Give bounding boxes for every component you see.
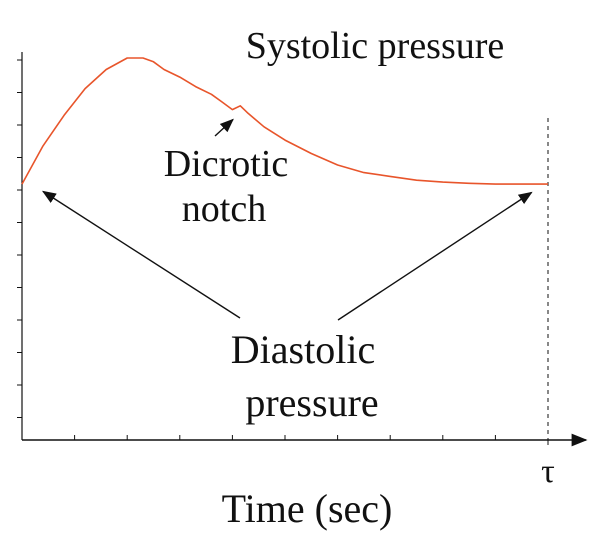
arrow-diastolic-right (337, 191, 533, 321)
annotation-diastolic-pressure-line2: pressure (245, 380, 378, 425)
x-axis-label: Time (sec) (222, 486, 393, 531)
x-tick-label-tau: τ (541, 453, 555, 490)
axes (17, 52, 588, 447)
annotation-diastolic-pressure-line1: Diastolic (231, 327, 375, 372)
annotation-systolic-pressure: Systolic pressure (246, 25, 505, 67)
series-line-0 (21, 57, 548, 185)
annotation-dicrotic-notch-line2: notch (182, 188, 266, 230)
text-labels: τ Time (sec) Systolic pressure Dicroticnotc… (164, 25, 555, 531)
series-group (21, 57, 548, 185)
annotation-dicrotic-notch-line1: Dicrotic (164, 143, 289, 185)
arrow-dicrotic-notch (214, 118, 234, 137)
arrow-diastolic-left (41, 190, 241, 319)
annotations (41, 118, 533, 321)
